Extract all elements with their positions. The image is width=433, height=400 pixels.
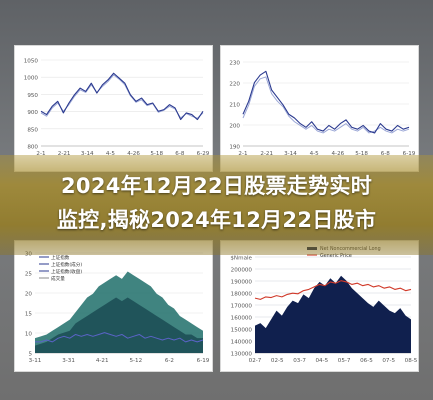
headline-banner [0, 155, 433, 255]
x-tick-label: 2-21 [260, 151, 273, 157]
y-tick-label: 160000 [231, 316, 253, 322]
x-tick-label: 04-5 [316, 358, 329, 364]
y-tick-label: 1000 [24, 76, 39, 82]
y-tick-label: 210 [229, 103, 240, 109]
y-tick-label: $Nmale [230, 256, 252, 262]
x-tick-label: 08-5 [405, 358, 418, 364]
x-tick-label: 03-7 [293, 358, 306, 364]
series-line-overlay [35, 332, 204, 343]
y-tick-label: 130000 [231, 352, 253, 358]
x-tick-label: 3-31 [62, 358, 75, 364]
x-tick-label: 5-18 [150, 151, 163, 157]
x-tick-label: 6-19 [197, 358, 210, 364]
x-tick-label: 4-26 [127, 151, 140, 157]
y-tick-label: 180000 [231, 292, 253, 298]
legend-label: 成交量 [51, 275, 65, 282]
x-tick-label: 07-5 [382, 358, 395, 364]
chart-panel-3: 302520151053-113-314-215-126-26-19上证指数上证… [14, 240, 213, 372]
x-tick-label: 5-12 [129, 358, 142, 364]
series-line-primary [242, 70, 410, 134]
legend-label: Generic Price [320, 253, 352, 259]
y-tick-label: 15 [25, 312, 33, 318]
series-line-primary [40, 72, 204, 121]
x-tick-label: 3-14 [284, 151, 297, 157]
area-series-net-long [255, 275, 411, 353]
x-tick-label: 4-5 [310, 151, 320, 157]
x-tick-label: 2-1 [238, 151, 248, 157]
y-tick-label: 1050 [24, 59, 39, 65]
chart-panel-1: 1050 1000 950 900 850 800 2-1 2-21 3-14 4-5 4-26 5-… [14, 45, 213, 172]
x-tick-label: 05-7 [338, 358, 351, 364]
y-tick-label: 200 [229, 124, 240, 130]
y-tick-label: 140000 [231, 340, 253, 346]
series-line-secondary [242, 76, 410, 134]
x-tick-label: 4-21 [96, 358, 109, 364]
x-tick-label: 6-19 [403, 151, 416, 157]
x-tick-label: 6-8 [175, 151, 185, 157]
x-tick-label: 6-8 [381, 151, 391, 157]
y-tick-label: 850 [27, 127, 38, 133]
x-tick-label: 2-21 [58, 151, 71, 157]
y-tick-label: 25 [25, 272, 33, 278]
y-tick-label: 950 [27, 93, 38, 99]
y-tick-label: 150000 [231, 328, 253, 334]
headline-line-1: 2024年12月22日股票走势实时 [61, 174, 372, 198]
y-tick-label: 900 [27, 110, 38, 116]
x-tick-label: 6-29 [197, 151, 210, 157]
area-chart-3: 302520151053-113-314-215-126-26-19上证指数上证… [25, 252, 210, 365]
y-tick-label: 170000 [231, 304, 253, 310]
chart-panel-4: $Nmale 200000 190000 180000 170000 160000 1500… [220, 240, 419, 372]
legend-label: 上证指数(收盘) [51, 268, 82, 275]
legend-label: 上证指数 [51, 254, 70, 261]
legend-label: 上证指数(成分) [51, 261, 82, 268]
x-tick-label: 4-26 [332, 151, 345, 157]
y-tick-label: 190 [229, 145, 240, 151]
x-tick-label: 02-5 [271, 358, 284, 364]
series-line-generic-price [254, 280, 412, 300]
headline-line-2: 监控,揭秘2024年12月22日股市 [56, 208, 377, 232]
area-chart-4: $Nmale 200000 190000 180000 170000 160000 1500… [230, 246, 418, 364]
x-tick-label: 2-1 [36, 151, 46, 157]
chart-panel-2: 230 220 210 200 190 2-1 2-21 3-14 4-5 4-26 5-18 6-8… [220, 45, 419, 172]
y-tick-label: 220 [229, 82, 240, 88]
x-tick-label: 3-14 [81, 151, 94, 157]
x-tick-label: 4-5 [106, 151, 116, 157]
y-tick-label: 800 [27, 145, 38, 151]
x-tick-label: 6-2 [165, 358, 174, 364]
x-tick-label: 5-18 [355, 151, 368, 157]
y-tick-label: 230 [229, 61, 240, 67]
y-tick-label: 20 [25, 292, 33, 298]
y-tick-label: 200000 [231, 268, 253, 274]
y-tick-label: 10 [25, 332, 33, 338]
y-tick-label: 5 [28, 352, 32, 358]
x-tick-label: 3-11 [29, 358, 42, 364]
x-tick-label: 02-7 [249, 358, 262, 364]
y-tick-label: 190000 [231, 280, 253, 286]
x-tick-label: 06-5 [360, 358, 373, 364]
